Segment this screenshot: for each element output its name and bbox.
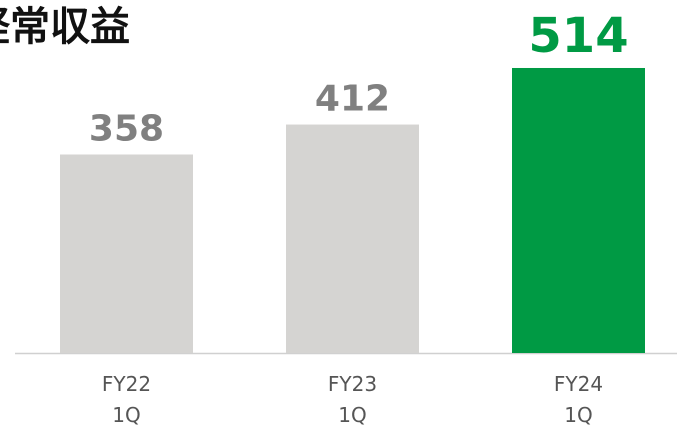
value-label: 412 <box>315 79 390 120</box>
bar <box>60 154 193 353</box>
x-tick-label: FY22 1Q <box>101 372 152 427</box>
x-tick-label: FY23 1Q <box>327 372 378 427</box>
bar <box>512 67 645 353</box>
chart-title: 経常収益 <box>0 4 130 50</box>
x-tick-label: FY24 1Q <box>553 372 604 427</box>
value-label: 514 <box>528 8 628 64</box>
value-label: 358 <box>89 108 164 149</box>
bar <box>286 124 419 354</box>
